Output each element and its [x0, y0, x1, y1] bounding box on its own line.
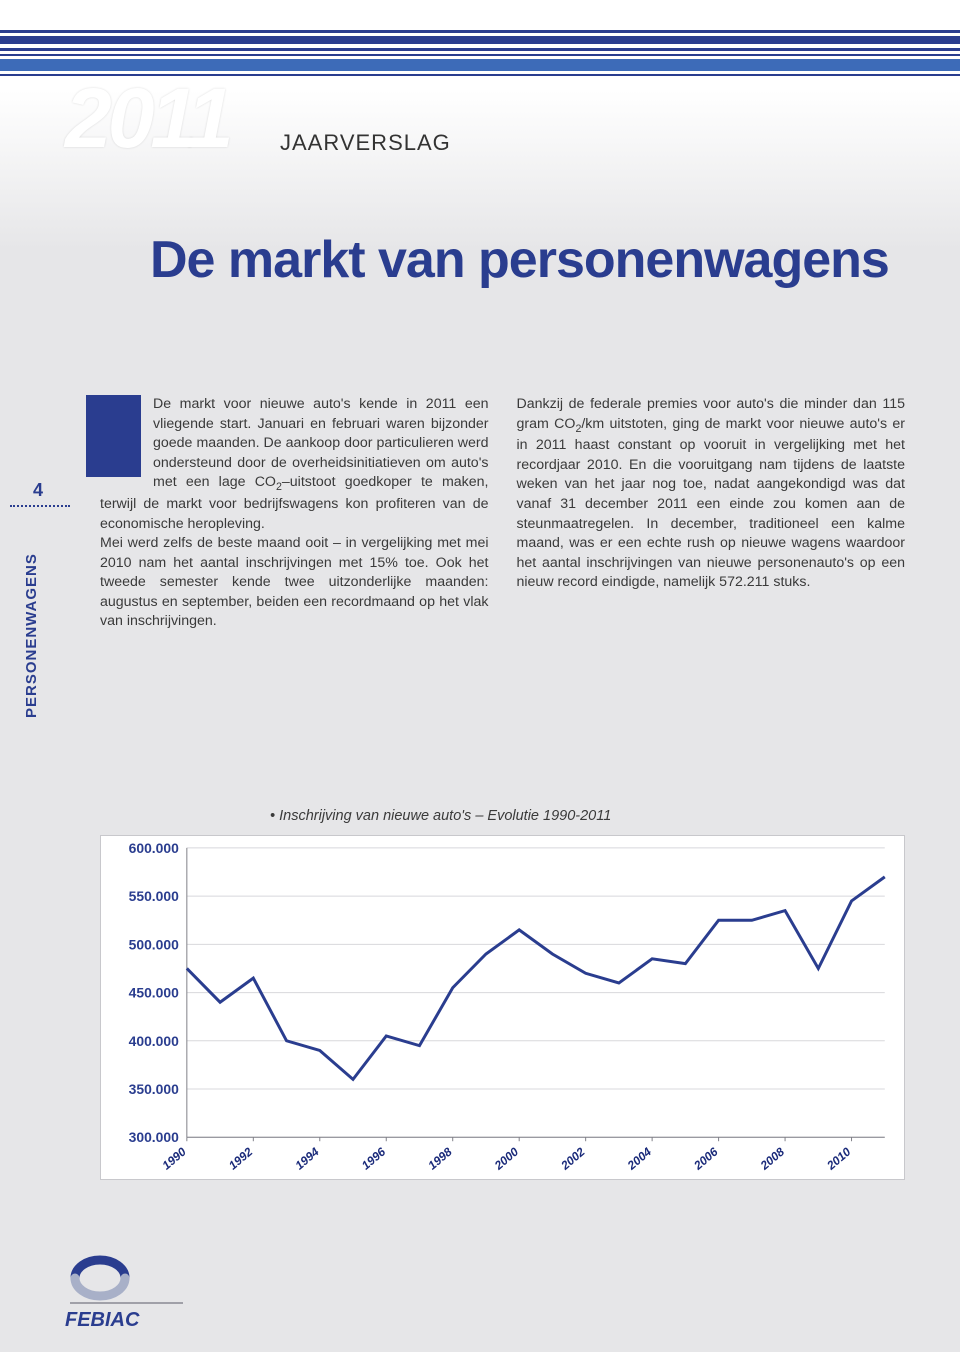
chart-caption: Inschrijving van nieuwe auto's – Evoluti… [270, 808, 611, 824]
svg-text:1996: 1996 [359, 1144, 389, 1172]
svg-text:1990: 1990 [159, 1144, 189, 1172]
line-chart: 300.000 350.000 400.000 450.000 500.000 550.0… [100, 835, 905, 1180]
svg-text:400.000: 400.000 [129, 1033, 180, 1049]
year-heading: 2011 [65, 70, 230, 167]
paragraph-dropcap-ornament [86, 403, 141, 421]
page-number: 4 [33, 480, 43, 501]
svg-text:2004: 2004 [624, 1144, 654, 1173]
svg-text:550.000: 550.000 [129, 888, 180, 904]
body-column-right: Dankzij de federale premies voor auto's … [517, 395, 906, 632]
svg-text:2010: 2010 [823, 1144, 853, 1173]
svg-text:1994: 1994 [292, 1144, 322, 1172]
svg-text:1992: 1992 [226, 1144, 256, 1172]
page-number-divider [10, 505, 70, 507]
febiac-logo-icon [65, 1248, 185, 1308]
page-title: De markt van personenwagens [150, 230, 910, 290]
svg-text:450.000: 450.000 [129, 985, 180, 1001]
body-column-left: De markt voor nieuwe auto's kende in 201… [100, 395, 489, 632]
svg-text:300.000: 300.000 [129, 1129, 180, 1145]
section-label-vertical: PERSONENWAGENS [23, 553, 40, 718]
svg-text:2006: 2006 [690, 1144, 720, 1173]
body-left-text: De markt voor nieuwe auto's kende in 201… [100, 396, 489, 629]
report-subtitle: JAARVERSLAG [280, 130, 451, 156]
body-text: De markt voor nieuwe auto's kende in 201… [100, 395, 905, 632]
body-right-text: Dankzij de federale premies voor auto's … [517, 396, 906, 590]
chart-svg: 300.000 350.000 400.000 450.000 500.000 550.0… [101, 836, 904, 1179]
febiac-logo-text: FEBIAC [65, 1309, 185, 1332]
svg-text:2008: 2008 [757, 1144, 787, 1173]
svg-text:1998: 1998 [425, 1144, 455, 1172]
febiac-logo: FEBIAC [65, 1248, 185, 1332]
svg-text:2002: 2002 [557, 1144, 587, 1173]
svg-text:2000: 2000 [491, 1144, 521, 1173]
svg-text:350.000: 350.000 [129, 1081, 180, 1097]
svg-text:500.000: 500.000 [129, 936, 180, 952]
svg-text:600.000: 600.000 [129, 840, 180, 856]
